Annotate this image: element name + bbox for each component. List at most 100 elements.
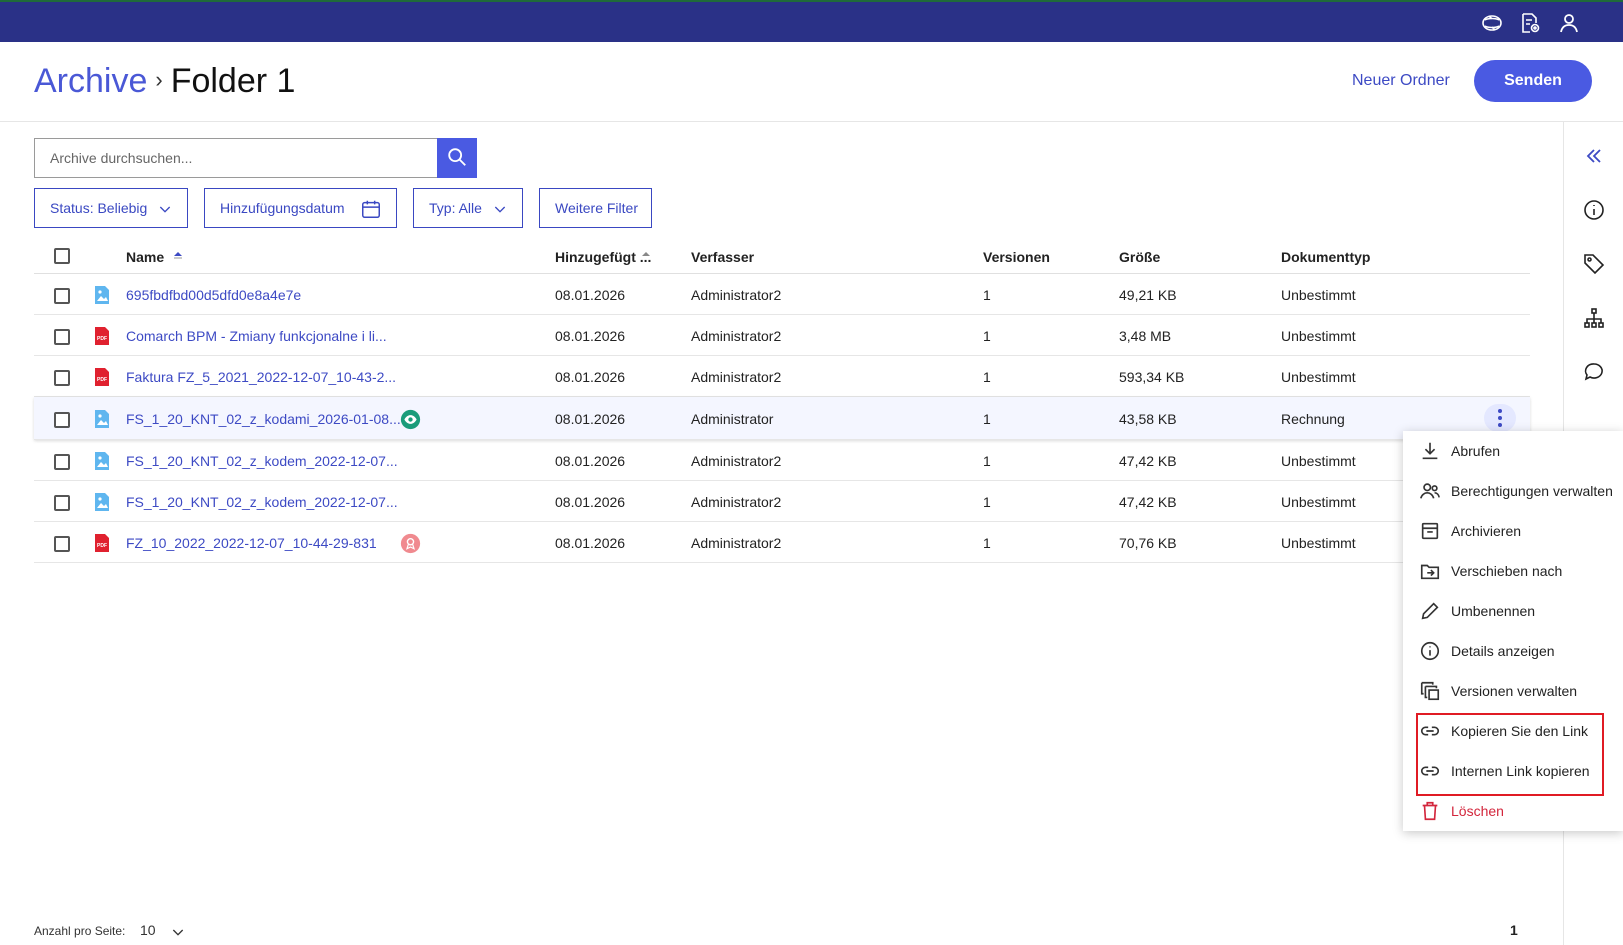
- file-name-link[interactable]: 695fbdfbd00d5dfd0e8a4e7e: [126, 287, 302, 303]
- table-row[interactable]: PDF Faktura FZ_5_2021_2022-12-07_10-43-2.…: [34, 356, 1530, 397]
- breadcrumb-root[interactable]: Archive: [34, 62, 148, 100]
- svg-text:PDF: PDF: [97, 377, 107, 383]
- menu-item-copy-link[interactable]: Kopieren Sie den Link: [1403, 711, 1623, 751]
- page-header: Archive › Folder 1 Neuer Ordner Senden: [0, 42, 1623, 122]
- menu-item-details[interactable]: Details anzeigen: [1403, 631, 1623, 671]
- menu-item-label: Löschen: [1451, 803, 1504, 819]
- file-name-link[interactable]: Faktura FZ_5_2021_2022-12-07_10-43-2...: [126, 369, 397, 385]
- document-settings-icon[interactable]: [1518, 11, 1542, 35]
- menu-item-download[interactable]: Abrufen: [1403, 431, 1623, 471]
- cell-added: 08.01.2026: [555, 369, 626, 385]
- sort-asc-icon[interactable]: [172, 251, 184, 263]
- collapse-chevrons-icon[interactable]: [1582, 144, 1606, 168]
- link-icon: [1420, 766, 1440, 776]
- comment-icon[interactable]: [1582, 360, 1606, 384]
- column-name[interactable]: Name: [126, 249, 165, 265]
- column-size[interactable]: Größe: [1119, 249, 1161, 265]
- menu-item-versions[interactable]: Versionen verwalten: [1403, 671, 1623, 711]
- more-filters-button[interactable]: Weitere Filter: [539, 188, 652, 228]
- table-row[interactable]: PDF Comarch BPM - Zmiany funkcjonalne i l…: [34, 315, 1530, 356]
- image-file-icon: [95, 286, 109, 304]
- new-folder-button[interactable]: Neuer Ordner: [1352, 72, 1450, 89]
- per-page-label: Anzahl pro Seite:: [34, 924, 126, 938]
- cell-author: Administrator2: [691, 494, 782, 510]
- status-filter[interactable]: Status: Beliebig: [34, 188, 188, 228]
- menu-item-label: Umbenennen: [1451, 603, 1536, 619]
- row-checkbox[interactable]: [54, 412, 70, 428]
- chevron-down-icon: [172, 929, 184, 936]
- cell-author: Administrator2: [691, 453, 782, 469]
- status-filter-label: Status: Beliebig: [50, 200, 148, 216]
- search-button[interactable]: [437, 138, 477, 178]
- sort-indicator-icon[interactable]: [641, 250, 651, 260]
- column-versions[interactable]: Versionen: [983, 249, 1050, 265]
- table-header: Name Hinzugefügt ... Verfasser Versionen…: [34, 240, 1530, 274]
- versions-icon: [1420, 681, 1440, 701]
- menu-item-permissions[interactable]: Berechtigungen verwalten: [1403, 471, 1623, 511]
- breadcrumb: Archive › Folder 1: [34, 62, 295, 101]
- column-doctype[interactable]: Dokumenttyp: [1281, 249, 1371, 265]
- row-checkbox[interactable]: [54, 536, 70, 552]
- row-checkbox[interactable]: [54, 329, 70, 345]
- menu-item-rename[interactable]: Umbenennen: [1403, 591, 1623, 631]
- sync-icon[interactable]: [1480, 11, 1504, 35]
- menu-item-delete[interactable]: Löschen: [1403, 791, 1623, 831]
- hierarchy-icon[interactable]: [1582, 306, 1606, 330]
- cell-added: 08.01.2026: [555, 494, 626, 510]
- cell-size: 70,76 KB: [1119, 535, 1177, 551]
- row-checkbox[interactable]: [54, 454, 70, 470]
- menu-item-archive[interactable]: Archivieren: [1403, 511, 1623, 551]
- table-row[interactable]: PDF FZ_10_2022_2022-12-07_10-44-29-831 08.…: [34, 522, 1530, 563]
- per-page-select[interactable]: 10: [140, 922, 184, 938]
- search-input[interactable]: [34, 138, 438, 178]
- column-author[interactable]: Verfasser: [691, 249, 755, 265]
- row-checkbox[interactable]: [54, 370, 70, 386]
- menu-item-label: Kopieren Sie den Link: [1451, 723, 1588, 739]
- user-icon[interactable]: [1557, 11, 1581, 35]
- top-bar: [0, 0, 1623, 42]
- cell-doctype: Rechnung: [1281, 411, 1345, 427]
- row-checkbox[interactable]: [54, 495, 70, 511]
- file-name-link[interactable]: FS_1_20_KNT_02_z_kodem_2022-12-07...: [126, 453, 398, 469]
- select-all-checkbox[interactable]: [54, 248, 70, 264]
- cell-size: 3,48 MB: [1119, 328, 1172, 344]
- type-filter[interactable]: Typ: Alle: [413, 188, 523, 228]
- more-filters-label: Weitere Filter: [555, 200, 638, 216]
- info-icon: [1420, 641, 1440, 661]
- page-title: Folder 1: [170, 62, 296, 100]
- cell-doctype: Unbestimmt: [1281, 287, 1356, 303]
- info-icon[interactable]: [1582, 198, 1606, 222]
- download-icon: [1422, 442, 1438, 460]
- cell-added: 08.01.2026: [555, 287, 626, 303]
- date-filter[interactable]: Hinzufügungsdatum: [204, 188, 397, 228]
- table-row[interactable]: 695fbdfbd00d5dfd0e8a4e7e 08.01.2026 Admini…: [34, 274, 1530, 315]
- file-name-link[interactable]: FS_1_20_KNT_02_z_kodem_2022-12-07...: [126, 494, 398, 510]
- cell-added: 08.01.2026: [555, 328, 626, 344]
- image-file-icon: [95, 493, 109, 511]
- preview-eye-icon[interactable]: [400, 409, 421, 430]
- archive-icon: [1421, 522, 1439, 540]
- menu-item-copy-internal-link[interactable]: Internen Link kopieren: [1403, 751, 1623, 791]
- column-added[interactable]: Hinzugefügt ...: [555, 249, 652, 265]
- search-icon: [448, 147, 466, 166]
- tag-icon[interactable]: [1582, 252, 1606, 276]
- table-row[interactable]: FS_1_20_KNT_02_z_kodami_2026-01-08... 08.…: [34, 397, 1530, 440]
- file-name-link[interactable]: FZ_10_2022_2022-12-07_10-44-29-831: [126, 535, 377, 551]
- menu-item-move[interactable]: Verschieben nach: [1403, 551, 1623, 591]
- page-number[interactable]: 1: [1510, 922, 1518, 938]
- cell-versions: 1: [983, 453, 991, 469]
- row-checkbox[interactable]: [54, 288, 70, 304]
- cell-size: 49,21 KB: [1119, 287, 1177, 303]
- chevron-down-icon: [494, 206, 506, 213]
- table-row[interactable]: FS_1_20_KNT_02_z_kodem_2022-12-07... 08.0…: [34, 440, 1530, 481]
- file-name-link[interactable]: FS_1_20_KNT_02_z_kodami_2026-01-08...: [126, 411, 401, 427]
- breadcrumb-separator: ›: [155, 67, 163, 92]
- file-name-link[interactable]: Comarch BPM - Zmiany funkcjonalne i li..…: [126, 328, 387, 344]
- link-icon: [1420, 726, 1440, 736]
- send-button[interactable]: Senden: [1474, 60, 1592, 102]
- cell-size: 43,58 KB: [1119, 411, 1177, 427]
- approval-badge-icon[interactable]: [400, 533, 421, 554]
- table-row[interactable]: FS_1_20_KNT_02_z_kodem_2022-12-07... 08.0…: [34, 481, 1530, 522]
- cell-added: 08.01.2026: [555, 411, 626, 427]
- row-actions-button[interactable]: [1484, 404, 1516, 432]
